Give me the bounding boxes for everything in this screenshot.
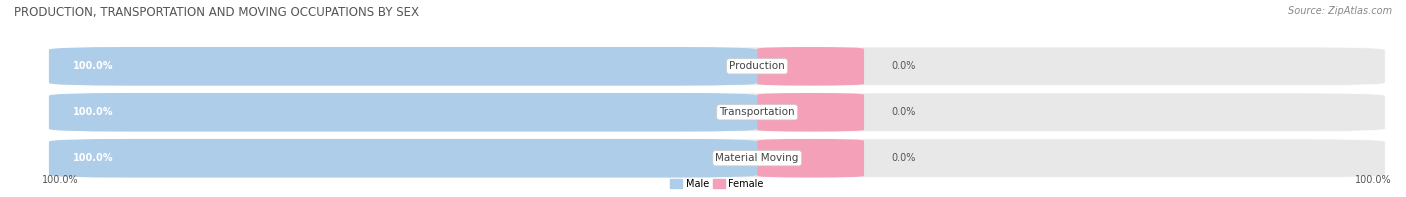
FancyBboxPatch shape xyxy=(49,93,758,132)
Text: 0.0%: 0.0% xyxy=(891,107,915,117)
Text: 100.0%: 100.0% xyxy=(73,61,114,71)
FancyBboxPatch shape xyxy=(758,139,865,177)
Text: Source: ZipAtlas.com: Source: ZipAtlas.com xyxy=(1288,6,1392,16)
Text: 100.0%: 100.0% xyxy=(42,175,79,185)
Legend: Male, Female: Male, Female xyxy=(666,175,768,193)
FancyBboxPatch shape xyxy=(49,139,1385,177)
Text: 100.0%: 100.0% xyxy=(73,153,114,163)
FancyBboxPatch shape xyxy=(758,93,865,132)
FancyBboxPatch shape xyxy=(758,47,865,86)
FancyBboxPatch shape xyxy=(49,47,758,86)
Text: 100.0%: 100.0% xyxy=(73,107,114,117)
Text: Material Moving: Material Moving xyxy=(716,153,799,163)
FancyBboxPatch shape xyxy=(49,47,1385,86)
Text: Production: Production xyxy=(730,61,785,71)
Text: 100.0%: 100.0% xyxy=(1355,175,1392,185)
FancyBboxPatch shape xyxy=(49,93,1385,132)
Text: 0.0%: 0.0% xyxy=(891,153,915,163)
Text: PRODUCTION, TRANSPORTATION AND MOVING OCCUPATIONS BY SEX: PRODUCTION, TRANSPORTATION AND MOVING OC… xyxy=(14,6,419,19)
Text: Transportation: Transportation xyxy=(720,107,794,117)
FancyBboxPatch shape xyxy=(49,139,758,177)
Text: 0.0%: 0.0% xyxy=(891,61,915,71)
